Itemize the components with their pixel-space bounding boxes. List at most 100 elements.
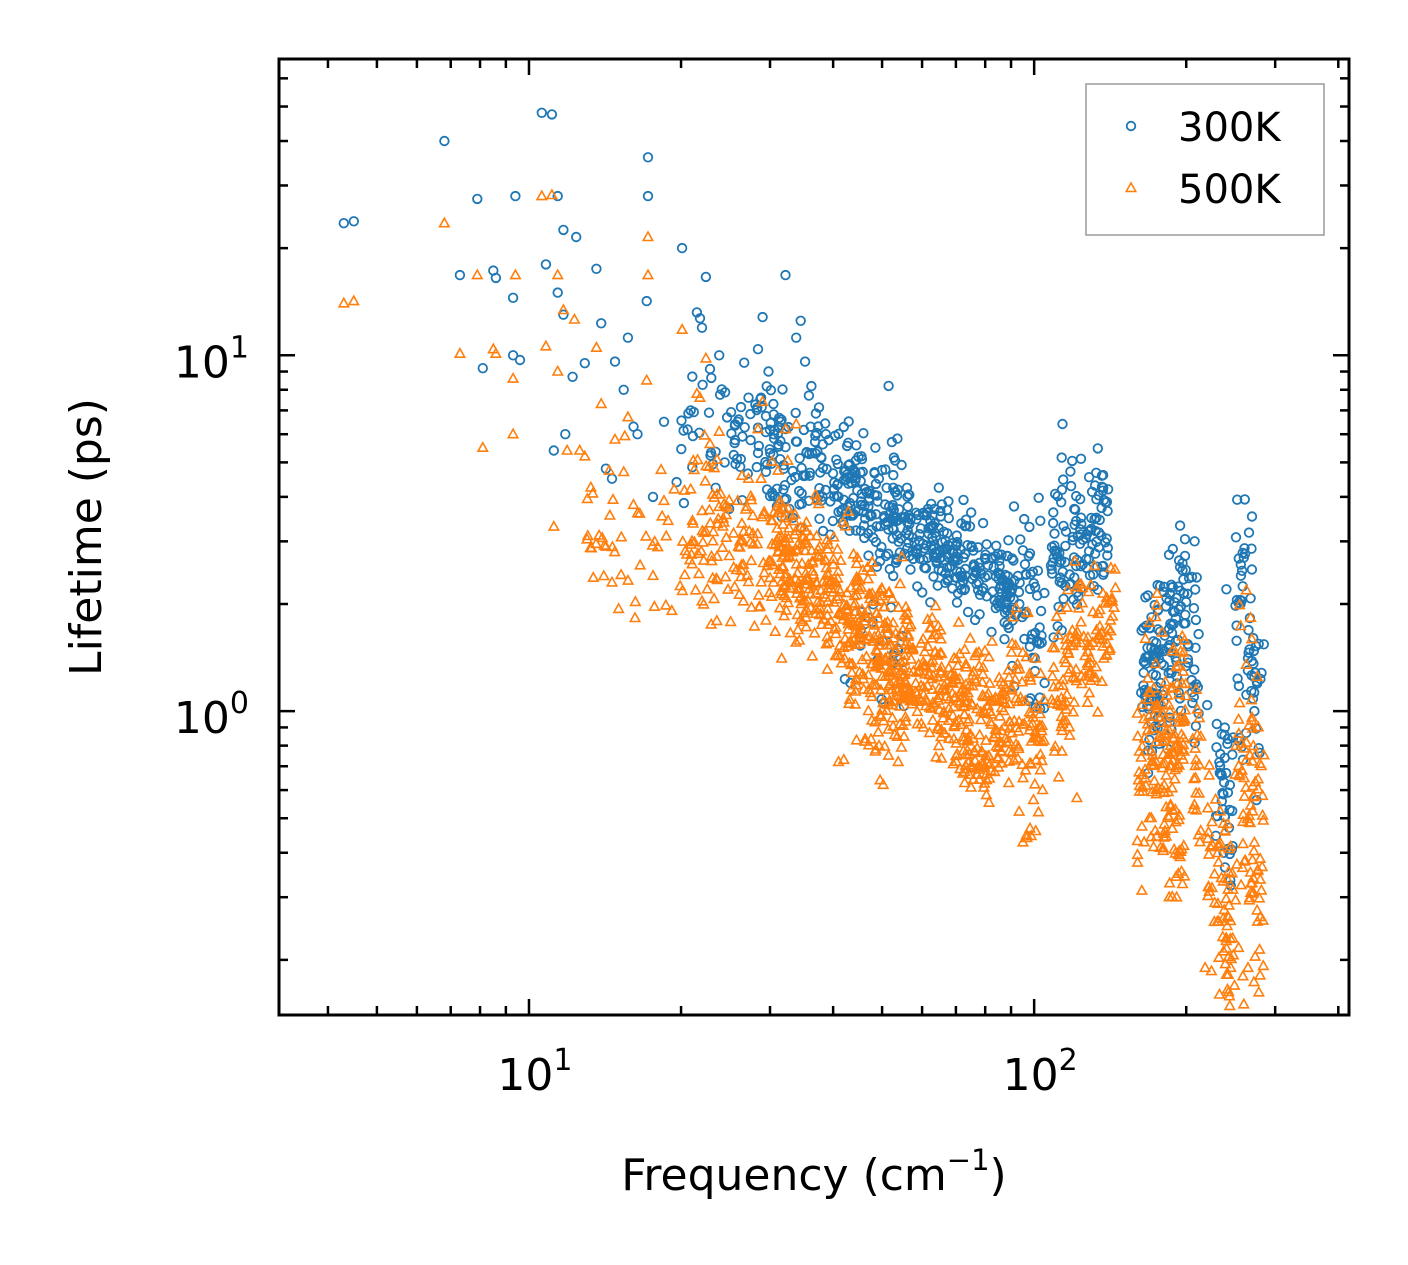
point-500K xyxy=(827,552,840,564)
point-500K xyxy=(859,633,872,645)
point-300K xyxy=(987,586,998,597)
point-300K xyxy=(729,437,740,449)
point-500K xyxy=(951,659,964,671)
point-500K xyxy=(789,635,803,647)
point-500K xyxy=(884,677,897,689)
point-500K xyxy=(1060,688,1074,699)
point-500K xyxy=(771,521,784,533)
point-500K xyxy=(1208,867,1221,879)
point-300K xyxy=(911,548,922,560)
point-500K xyxy=(850,673,864,685)
point-500K xyxy=(824,614,837,626)
point-500K xyxy=(926,713,939,725)
point-500K xyxy=(771,463,785,475)
point-500K xyxy=(695,594,709,606)
point-500K xyxy=(807,568,820,580)
point-500K xyxy=(1233,598,1246,610)
point-500K xyxy=(727,526,740,538)
point-500K xyxy=(1049,739,1062,751)
point-300K xyxy=(714,389,726,400)
point-300K xyxy=(1233,553,1245,564)
point-300K xyxy=(1192,682,1204,693)
point-500K xyxy=(1012,715,1026,726)
point-500K xyxy=(776,517,790,529)
point-500K xyxy=(1214,804,1227,816)
point-300K xyxy=(730,458,741,470)
point-300K xyxy=(558,309,569,320)
point-500K xyxy=(960,723,973,735)
point-500K xyxy=(705,549,718,561)
point-500K xyxy=(1149,610,1162,622)
point-300K xyxy=(678,497,690,509)
point-500K xyxy=(961,743,974,755)
point-500K xyxy=(748,619,761,631)
point-300K xyxy=(1187,697,1198,709)
point-300K xyxy=(890,487,901,498)
point-500K xyxy=(796,594,809,606)
point-500K xyxy=(1086,636,1099,647)
point-300K xyxy=(1154,580,1166,592)
point-500K xyxy=(799,544,812,556)
point-300K xyxy=(490,272,502,284)
point-500K xyxy=(866,594,879,606)
point-500K xyxy=(870,607,883,618)
point-500K xyxy=(899,638,912,649)
point-500K xyxy=(763,571,777,583)
point-500K xyxy=(887,666,900,678)
point-500K xyxy=(950,652,963,664)
point-300K xyxy=(1253,743,1264,754)
point-500K xyxy=(813,601,827,613)
x-axis-label: Frequency (cm−1) xyxy=(621,1143,1006,1201)
point-300K xyxy=(348,216,360,227)
point-500K xyxy=(812,497,825,509)
point-300K xyxy=(1086,486,1098,498)
point-500K xyxy=(810,586,823,598)
point-300K xyxy=(1091,561,1103,572)
point-300K xyxy=(1170,636,1182,647)
point-500K xyxy=(1035,724,1048,736)
point-500K xyxy=(856,667,869,679)
point-500K xyxy=(781,453,794,465)
point-500K xyxy=(1027,793,1040,805)
point-500K xyxy=(882,748,895,760)
point-300K xyxy=(897,512,908,523)
point-300K xyxy=(833,506,844,518)
point-500K xyxy=(831,592,844,604)
point-500K xyxy=(1096,639,1110,651)
point-500K xyxy=(1157,844,1170,856)
point-300K xyxy=(1140,592,1151,603)
point-500K xyxy=(688,463,701,475)
point-300K xyxy=(1150,670,1162,681)
point-500K xyxy=(1213,987,1226,999)
point-300K xyxy=(1170,613,1182,624)
point-300K xyxy=(796,498,808,509)
point-500K xyxy=(893,717,907,729)
point-500K xyxy=(1212,837,1225,849)
data-points xyxy=(337,107,1270,1011)
point-500K xyxy=(1048,641,1061,653)
point-300K xyxy=(805,421,816,432)
point-500K xyxy=(1177,664,1190,676)
point-500K xyxy=(1155,696,1169,708)
point-500K xyxy=(817,587,831,599)
point-300K xyxy=(558,224,569,236)
point-500K xyxy=(957,730,970,742)
point-300K xyxy=(1055,555,1067,566)
point-500K xyxy=(1150,829,1163,841)
point-300K xyxy=(919,562,930,573)
point-300K xyxy=(704,363,716,375)
point-500K xyxy=(706,487,719,499)
point-500K xyxy=(844,635,857,647)
point-300K xyxy=(1246,564,1258,575)
point-500K xyxy=(685,537,698,549)
point-500K xyxy=(772,544,785,556)
point-300K xyxy=(1101,496,1113,508)
point-300K xyxy=(841,440,853,452)
point-500K xyxy=(1060,702,1073,714)
point-500K xyxy=(816,575,829,587)
point-500K xyxy=(863,587,876,599)
point-500K xyxy=(689,583,702,595)
point-500K xyxy=(1138,835,1151,847)
point-500K xyxy=(1084,651,1097,663)
point-300K xyxy=(1049,540,1060,551)
